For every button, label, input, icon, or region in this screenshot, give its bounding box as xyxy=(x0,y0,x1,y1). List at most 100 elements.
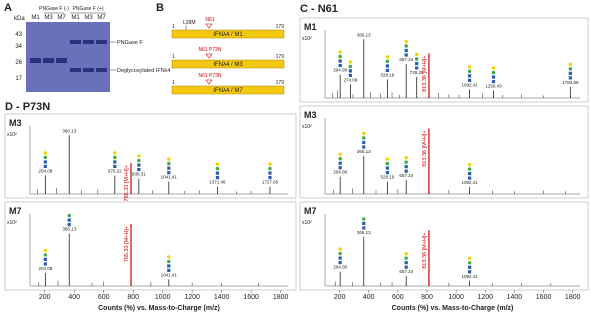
panel-label: A xyxy=(4,2,12,14)
construct-name: IFNλ4 / M7 xyxy=(213,88,243,94)
protein-bar xyxy=(171,29,285,39)
panel-label: C - N61 xyxy=(300,3,338,15)
peak-label: 657.24 xyxy=(399,269,413,274)
start-label: 1 xyxy=(172,80,175,86)
peak-label: 1041.41 xyxy=(161,175,178,180)
glycan-icon xyxy=(113,160,117,164)
x-tick-label: 1400 xyxy=(214,294,230,301)
glycan-icon xyxy=(215,175,220,180)
glycan-icon xyxy=(491,79,496,84)
precursor-label: 813.36 [M+H]+ xyxy=(422,55,428,91)
glycan-icon xyxy=(404,261,408,265)
spectrum-box xyxy=(4,113,297,199)
peak-label: 1727.66 xyxy=(262,180,279,185)
glycan-icon xyxy=(467,261,472,265)
glycan-icon xyxy=(404,160,408,164)
spectrum-box xyxy=(299,201,589,291)
glycan-icon xyxy=(404,39,408,44)
precursor-label: 813.36 [M+H]+ xyxy=(422,232,428,268)
x-tick-label: 600 xyxy=(98,294,110,301)
glycan-icon xyxy=(113,164,117,169)
glycan-icon xyxy=(385,59,390,64)
site-label: N61 P73N xyxy=(198,47,221,53)
glycan-icon xyxy=(137,167,141,172)
peak-label: 204.08 xyxy=(333,68,347,73)
x-tick-label: 1200 xyxy=(477,294,493,301)
glycan-icon xyxy=(113,151,117,155)
glycan-icon xyxy=(215,166,220,171)
peak-label: 1092.41 xyxy=(461,180,478,185)
glycan-icon xyxy=(338,166,342,170)
glycan-icon xyxy=(43,253,48,257)
site-marker xyxy=(205,79,213,85)
glycan-icon xyxy=(43,164,47,169)
panel-label: B xyxy=(156,2,164,14)
gel-sheen xyxy=(26,22,110,92)
x-tick-label: 1800 xyxy=(565,294,581,301)
band-label: Deglycosylated IFNλ4 xyxy=(117,68,171,74)
glycan-icon xyxy=(467,162,472,167)
glycan-icon xyxy=(404,265,408,269)
glycan-icon xyxy=(468,265,472,269)
peak-label: 729.25 xyxy=(410,70,424,75)
glycan-icon xyxy=(568,76,572,80)
glycan-icon xyxy=(338,247,342,251)
ladder-label: 26 xyxy=(15,60,22,66)
glycan-icon xyxy=(338,161,342,165)
glycan-icon xyxy=(467,167,472,171)
glycan-icon xyxy=(385,170,389,175)
x-tick-label: 800 xyxy=(421,294,433,301)
y-unit: x10² xyxy=(302,220,312,226)
glycan-icon xyxy=(338,251,342,256)
peak-label: 366.13 xyxy=(62,128,76,133)
peak-label: 366.13 xyxy=(62,227,76,232)
ladder-label: 34 xyxy=(15,44,22,50)
group-label: PNGase F (-) xyxy=(39,6,69,12)
spectrum-name: M1 xyxy=(304,22,317,32)
glycan-icon xyxy=(338,50,342,54)
glycan-icon xyxy=(215,171,220,175)
glycan-icon xyxy=(385,64,389,68)
glycan-icon xyxy=(491,75,496,79)
spectrum-box xyxy=(299,17,589,103)
gel-bands xyxy=(30,40,107,72)
glycan-icon xyxy=(338,157,342,161)
glycan-icon xyxy=(491,70,496,75)
glycan-icon xyxy=(385,55,390,59)
glycan-icon xyxy=(268,171,272,175)
glycan-icon xyxy=(137,154,141,158)
spectrum-box xyxy=(4,201,297,291)
precursor-label: 785.33 [M+H]+ xyxy=(124,165,130,201)
ladder-label: 43 xyxy=(15,32,22,38)
glycan-icon xyxy=(468,78,472,82)
protein-bar xyxy=(171,59,285,69)
peak-label: 657.24 xyxy=(399,57,413,62)
glycan-icon xyxy=(404,251,408,256)
glycan-icon xyxy=(362,140,366,145)
glycan-icon xyxy=(268,166,272,171)
glycan-icon xyxy=(568,67,573,71)
precursor-label: 813.36 [M+H]+ xyxy=(422,130,428,166)
x-tick-label: 200 xyxy=(39,294,51,301)
glycan-icon xyxy=(468,171,472,176)
glycan-icon xyxy=(67,218,71,222)
protein-bar xyxy=(171,85,285,95)
glycan-icon xyxy=(43,155,48,160)
glycan-icon xyxy=(385,166,389,170)
peak-label: 1041.41 xyxy=(161,272,178,277)
glycan-icon xyxy=(404,53,408,57)
x-tick-label: 1600 xyxy=(243,294,259,301)
glycan-icon xyxy=(362,136,366,140)
spectrum-name: M3 xyxy=(304,110,317,120)
peak-label: 366.13 xyxy=(357,230,371,235)
peak-label: 204.08 xyxy=(333,170,347,175)
peak-label: 204.08 xyxy=(38,266,52,271)
lane-label: M3 xyxy=(84,15,93,21)
glycan-icon xyxy=(568,62,573,67)
precursor-label: 785.33 [M+H]+ xyxy=(124,226,130,262)
glycan-icon xyxy=(404,169,408,173)
panel-label: D - P73N xyxy=(5,101,50,113)
y-unit: x10² xyxy=(7,220,17,226)
glycan-icon xyxy=(362,226,366,230)
spectrum-name: M7 xyxy=(304,206,317,216)
